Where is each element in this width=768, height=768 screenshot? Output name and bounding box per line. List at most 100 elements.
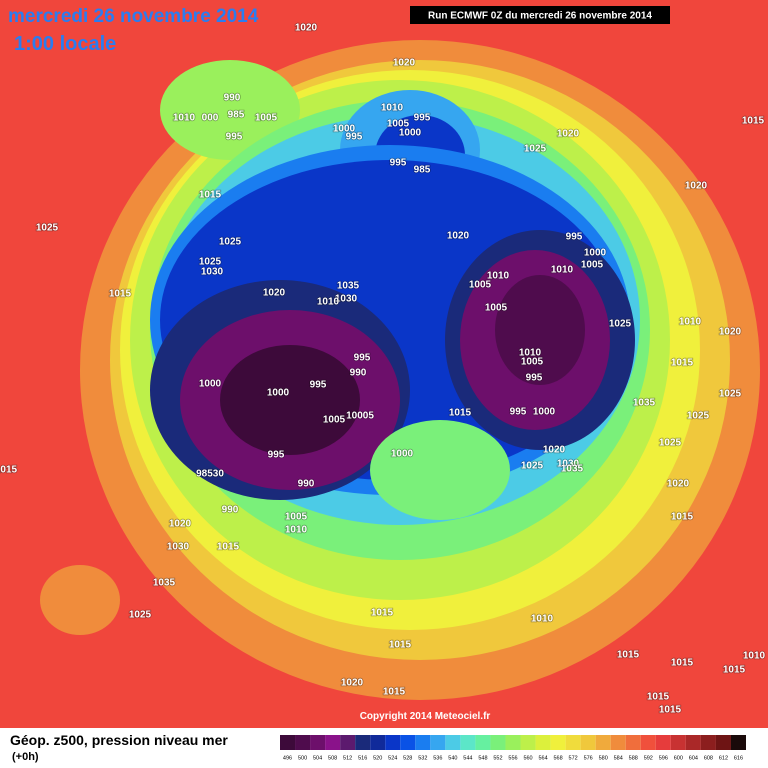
isobar-label: 1010 <box>519 348 542 359</box>
isobar-label: 1025 <box>719 389 742 400</box>
legend-label: 496 <box>283 755 292 761</box>
isobar-label: 1015 <box>647 692 670 703</box>
isobar-label: 1030 <box>201 267 224 278</box>
isobar-label: 1025 <box>687 411 710 422</box>
isobar-label: 1035 <box>337 281 360 292</box>
legend-label: 616 <box>734 755 743 761</box>
legend-swatch <box>415 735 431 750</box>
isobar-label: 1005 <box>255 113 278 124</box>
isobar-label: 1025 <box>521 461 544 472</box>
legend-swatch <box>535 735 551 750</box>
geopotential-field <box>40 40 760 700</box>
time-subtitle: 1:00 locale <box>14 33 116 55</box>
isobar-label: 1000 <box>399 128 422 139</box>
isobar-label: 995 <box>346 132 363 143</box>
isobar-label: 1030 <box>557 459 580 470</box>
legend-label: 608 <box>704 755 713 761</box>
isobar-label: 1000 <box>199 379 222 390</box>
legend-swatch <box>505 735 521 750</box>
isobar-label: 1020 <box>557 129 580 140</box>
isobar-label: 985 <box>414 165 431 176</box>
legend-swatch <box>580 735 596 750</box>
legend-label: 576 <box>584 755 593 761</box>
legend-swatch <box>595 735 611 750</box>
legend-label: 596 <box>659 755 668 761</box>
isobar-label: 1005 <box>469 280 492 291</box>
isobar-label: 1015 <box>0 465 18 476</box>
isobar-label: 1025 <box>219 237 242 248</box>
legend-label: 536 <box>433 755 442 761</box>
legend-label: 612 <box>719 755 728 761</box>
isobar-label: 1020 <box>543 445 566 456</box>
isobar-label: 995 <box>390 158 407 169</box>
isobar-label: 1015 <box>742 116 765 127</box>
legend-swatch <box>355 735 371 750</box>
legend-label: 600 <box>674 755 683 761</box>
isobar-label: 1030 <box>335 294 358 305</box>
isobar-label: 1005 <box>581 260 604 271</box>
legend-swatch <box>490 735 506 750</box>
isobar-label: 1020 <box>447 231 470 242</box>
legend-swatch <box>460 735 476 750</box>
isobar-label: 1015 <box>389 640 412 651</box>
isobar-label: 1020 <box>685 181 708 192</box>
isobar-label: 1020 <box>295 23 318 34</box>
legend-swatch <box>430 735 446 750</box>
isobar-label: 1005 <box>285 512 308 523</box>
legend-label: 540 <box>448 755 457 761</box>
legend-label: 516 <box>358 755 367 761</box>
legend-swatch <box>655 735 671 750</box>
isobar-label: 1025 <box>199 257 222 268</box>
isobar-label: 1015 <box>723 665 746 676</box>
isobar-label: 1010 <box>743 651 766 662</box>
legend-label: 528 <box>403 755 412 761</box>
isobar-label: 1020 <box>169 519 192 530</box>
legend-label: 520 <box>373 755 382 761</box>
legend-label: 504 <box>313 755 322 761</box>
legend-label: 500 <box>298 755 307 761</box>
isobar-label: 1020 <box>667 479 690 490</box>
isobar-label: 1025 <box>36 223 59 234</box>
isobar-label: 1010 <box>317 297 340 308</box>
isobar-label: 1015 <box>671 358 694 369</box>
isobar-label: 1000 <box>391 449 414 460</box>
legend-label: 508 <box>328 755 337 761</box>
isobar-label: 98530 <box>196 469 224 480</box>
isobar-label: 1010 <box>551 265 574 276</box>
isobar-label: 1010 <box>487 271 510 282</box>
isobar-label: 1025 <box>609 319 632 330</box>
legend-label: 580 <box>599 755 608 761</box>
field-description: Géop. z500, pression niveau mer <box>10 732 228 748</box>
isobar-label: 1000 <box>267 388 290 399</box>
legend-label: 512 <box>343 755 352 761</box>
isobar-label: 1035 <box>633 398 656 409</box>
legend-swatch <box>280 735 296 750</box>
isobar-label: 1010 <box>531 614 554 625</box>
legend-swatch <box>700 735 716 750</box>
isobar-label: 1020 <box>719 327 742 338</box>
isobar-label: 1025 <box>129 610 152 621</box>
legend-swatch <box>445 735 461 750</box>
legend-swatch <box>325 735 341 750</box>
isobar-label: 1015 <box>659 705 682 716</box>
legend-label: 604 <box>689 755 698 761</box>
legend-label: 564 <box>538 755 547 761</box>
isobar-label: 990 <box>350 368 367 379</box>
isobar-label: 995 <box>310 380 327 391</box>
legend-swatch <box>565 735 581 750</box>
legend-label: 548 <box>478 755 487 761</box>
isobar-label: 1005 <box>521 357 544 368</box>
isobar-label: 1010 <box>381 103 404 114</box>
legend-label: 568 <box>554 755 563 761</box>
isobar-label: 995 <box>226 132 243 143</box>
legend-label: 524 <box>388 755 397 761</box>
legend-label: 584 <box>614 755 623 761</box>
legend-label: 544 <box>463 755 472 761</box>
legend-label: 572 <box>569 755 578 761</box>
isobar-label: 1035 <box>561 464 584 475</box>
isobar-label: 1000 <box>333 124 356 135</box>
isobar-label: 000 <box>202 113 219 124</box>
isobar-label: 1035 <box>153 578 176 589</box>
